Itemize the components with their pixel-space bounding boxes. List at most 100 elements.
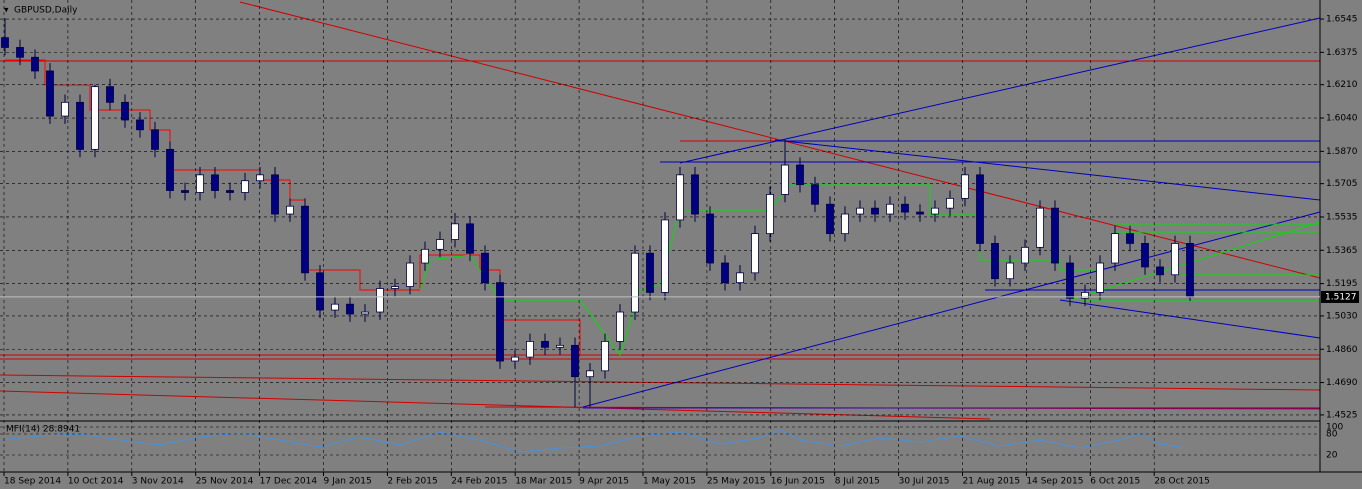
candle-body xyxy=(736,272,744,284)
candle-body xyxy=(1081,292,1089,299)
last-price-box xyxy=(1321,290,1359,303)
candle-body xyxy=(1111,233,1119,264)
candle-body xyxy=(46,70,54,117)
candle-body xyxy=(721,262,729,284)
indicator-tick-label: 20 xyxy=(1326,451,1338,461)
candle-body xyxy=(856,207,864,215)
candle-body xyxy=(991,243,999,280)
candle-body xyxy=(976,174,984,244)
candle-body xyxy=(526,341,534,358)
candle-body xyxy=(391,286,399,289)
candle-body xyxy=(106,86,114,103)
x-tick-label: 3 Nov 2014 xyxy=(132,477,184,487)
candle-body xyxy=(1126,233,1134,244)
candle-body xyxy=(331,303,339,311)
candle-body xyxy=(766,194,774,235)
y-tick-label: 1.6375 xyxy=(1326,48,1358,58)
candle-body xyxy=(1036,207,1044,248)
y-tick-label: 1.4860 xyxy=(1326,345,1358,355)
candle-body xyxy=(811,184,819,205)
y-tick-label: 1.5705 xyxy=(1326,179,1358,189)
candle-body xyxy=(451,223,459,240)
drawing-objects xyxy=(0,1,1321,453)
candle-body xyxy=(1096,262,1104,293)
candle-body xyxy=(946,197,954,209)
candle-body xyxy=(301,205,309,274)
candle-body xyxy=(781,164,789,195)
chart-title: GBPUSD,Daily xyxy=(14,6,78,16)
candle-body xyxy=(181,190,189,193)
candle-body xyxy=(646,252,654,293)
candle-body xyxy=(466,223,474,254)
candle-body xyxy=(1186,243,1194,298)
candle-body xyxy=(286,205,294,215)
candle-body xyxy=(916,211,924,215)
candle-body xyxy=(631,252,639,313)
candle-body xyxy=(706,213,714,264)
x-tick-label: 1 May 2015 xyxy=(643,477,696,487)
candle-body xyxy=(196,174,204,193)
candle-body xyxy=(1051,207,1059,264)
candle-body xyxy=(901,203,909,213)
x-tick-label: 9 Apr 2015 xyxy=(579,477,629,487)
x-tick-label: 17 Dec 2014 xyxy=(260,477,318,487)
x-tick-label: 30 Jul 2015 xyxy=(899,477,950,487)
x-tick-label: 9 Jan 2015 xyxy=(324,477,372,487)
x-tick-label: 14 Sep 2015 xyxy=(1026,477,1083,487)
candle-body xyxy=(76,101,84,150)
indicator-label: MFI(14) 28.8941 xyxy=(6,425,80,435)
candle-body xyxy=(496,282,504,362)
y-tick-label: 1.5030 xyxy=(1326,311,1358,321)
y-tick-label: 1.5535 xyxy=(1326,212,1358,222)
candle-body xyxy=(1171,243,1179,276)
x-tick-label: 2 Feb 2015 xyxy=(387,477,437,487)
blue-trendline xyxy=(582,211,1321,408)
candle-body xyxy=(61,101,69,117)
candle-body xyxy=(376,288,384,313)
x-tick-label: 16 Jun 2015 xyxy=(771,477,825,487)
candle-body xyxy=(1006,262,1014,280)
candle-body xyxy=(1156,266,1164,276)
candle-body xyxy=(601,341,609,372)
candle-body xyxy=(751,233,759,274)
candle-body xyxy=(1,37,9,48)
candle-body xyxy=(871,207,879,215)
blue-trendline xyxy=(1059,299,1321,339)
candle-body xyxy=(796,164,804,186)
candle-body xyxy=(1141,243,1149,268)
candle-body xyxy=(211,174,219,191)
candle-body xyxy=(31,56,39,72)
x-tick-label: 28 Oct 2015 xyxy=(1154,477,1210,487)
candle-body xyxy=(121,101,129,121)
x-tick-label: 10 Oct 2014 xyxy=(68,477,124,487)
x-tick-label: 6 Oct 2015 xyxy=(1090,477,1140,487)
candle-body xyxy=(1021,246,1029,264)
candle-body xyxy=(271,174,279,215)
x-tick-label: 25 May 2015 xyxy=(707,477,766,487)
candle-body xyxy=(931,207,939,215)
y-tick-label: 1.6545 xyxy=(1326,15,1358,25)
x-tick-label: 21 Aug 2015 xyxy=(963,477,1021,487)
y-tick-label: 1.5870 xyxy=(1326,147,1358,157)
candle-body xyxy=(1066,262,1074,299)
indicator-tick-label: 80 xyxy=(1326,430,1338,440)
indicator-line xyxy=(0,429,1186,453)
candle-body xyxy=(481,252,489,284)
candle-body xyxy=(661,219,669,293)
y-tick-label: 1.4690 xyxy=(1326,378,1358,388)
y-tick-label: 1.6040 xyxy=(1326,114,1358,124)
y-tick-label: 1.4525 xyxy=(1326,410,1358,420)
candle-body xyxy=(691,174,699,215)
indicator-tick-label: 100 xyxy=(1326,423,1343,433)
last-price-label: 1.5127 xyxy=(1325,292,1357,302)
candle-body xyxy=(886,203,894,215)
candle-body xyxy=(316,272,324,311)
candle-body xyxy=(136,119,144,131)
candle-body xyxy=(961,174,969,199)
candle-body xyxy=(511,356,519,362)
candle-body xyxy=(676,174,684,221)
menu-arrow[interactable]: ▾ xyxy=(4,6,9,16)
x-tick-label: 18 Sep 2014 xyxy=(4,477,61,487)
